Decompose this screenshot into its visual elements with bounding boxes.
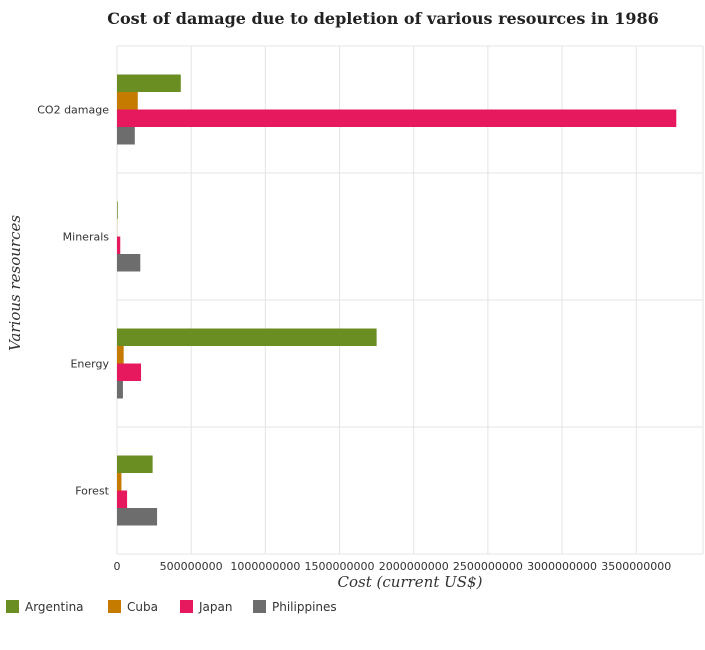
x-tick-label: 2000000000 — [379, 560, 449, 573]
category-label: CO2 damage — [37, 104, 109, 117]
bar-argentina — [117, 455, 153, 473]
x-tick-label: 500000000 — [160, 560, 223, 573]
x-tick-label: 1000000000 — [230, 560, 300, 573]
x-tick-label: 2500000000 — [453, 560, 523, 573]
legend-label: Argentina — [25, 600, 84, 614]
bar-philippines — [117, 508, 158, 526]
legend-swatch — [108, 600, 121, 613]
bar-cuba — [117, 92, 138, 110]
category-label: Minerals — [63, 231, 110, 244]
bar-philippines — [117, 381, 123, 399]
bar-cuba — [117, 473, 122, 491]
bar-japan — [117, 236, 121, 254]
bar-japan — [117, 109, 677, 127]
bar-japan — [117, 490, 128, 508]
legend-label: Cuba — [127, 600, 158, 614]
chart-title: Cost of damage due to depletion of vario… — [107, 9, 659, 28]
bar-argentina — [117, 74, 181, 92]
bar-cuba — [117, 346, 124, 364]
category-label: Energy — [70, 358, 109, 371]
bar-argentina — [117, 201, 118, 219]
legend-label: Japan — [198, 600, 232, 614]
x-tick-label: 1500000000 — [305, 560, 375, 573]
grid — [116, 45, 704, 555]
y-axis-categories: CO2 damage Minerals Energy Forest — [37, 104, 109, 498]
y-axis-title: Various resources — [6, 215, 24, 351]
legend: Argentina Cuba Japan Philippines — [6, 600, 337, 614]
x-tick-label: 3000000000 — [527, 560, 597, 573]
legend-swatch — [180, 600, 193, 613]
bar-japan — [117, 363, 142, 381]
bar-philippines — [117, 254, 141, 272]
bars — [117, 74, 677, 526]
x-tick-label: 0 — [114, 560, 121, 573]
category-label: Forest — [75, 485, 109, 498]
legend-swatch — [253, 600, 266, 613]
bar-argentina — [117, 328, 377, 346]
bar-philippines — [117, 127, 135, 145]
legend-label: Philippines — [272, 600, 337, 614]
x-tick-label: 3500000000 — [601, 560, 671, 573]
x-axis-ticks: 0 500000000 1000000000 1500000000 2000000000… — [114, 560, 672, 573]
legend-swatch — [6, 600, 19, 613]
x-axis-title: Cost (current US$) — [338, 573, 483, 591]
